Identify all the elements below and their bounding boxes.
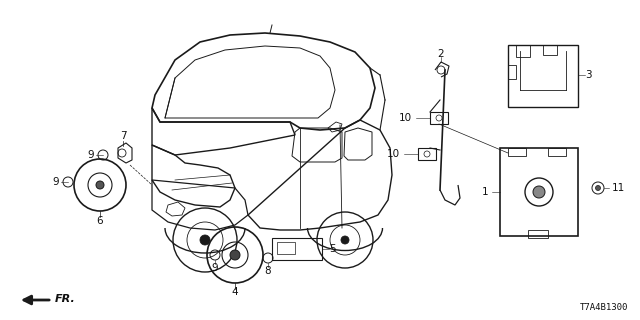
Text: 10: 10 bbox=[399, 113, 412, 123]
Bar bbox=[508, 45, 578, 107]
Circle shape bbox=[200, 235, 210, 245]
Text: 5: 5 bbox=[329, 244, 335, 254]
Circle shape bbox=[96, 181, 104, 189]
Text: 9: 9 bbox=[212, 263, 218, 273]
Text: 9: 9 bbox=[88, 150, 94, 160]
Text: 10: 10 bbox=[387, 149, 400, 159]
Circle shape bbox=[533, 186, 545, 198]
Text: 4: 4 bbox=[232, 287, 238, 297]
Bar bbox=[508, 65, 516, 79]
Text: 2: 2 bbox=[438, 49, 444, 59]
Text: FR.: FR. bbox=[55, 294, 76, 304]
Bar bbox=[272, 238, 322, 260]
Text: 6: 6 bbox=[97, 216, 103, 226]
Text: 7: 7 bbox=[120, 131, 126, 141]
Bar bbox=[418, 148, 436, 160]
Text: 11: 11 bbox=[612, 183, 625, 193]
Text: T7A4B1300: T7A4B1300 bbox=[580, 303, 628, 312]
Bar bbox=[528, 230, 548, 238]
Bar bbox=[277, 242, 295, 254]
Circle shape bbox=[230, 250, 240, 260]
Text: 3: 3 bbox=[585, 70, 591, 80]
Circle shape bbox=[595, 186, 600, 190]
Bar bbox=[516, 45, 530, 57]
Bar bbox=[543, 45, 557, 55]
Text: 8: 8 bbox=[265, 266, 271, 276]
Text: 9: 9 bbox=[52, 177, 60, 187]
Bar bbox=[548, 148, 566, 156]
Bar bbox=[500, 148, 578, 236]
Circle shape bbox=[341, 236, 349, 244]
Text: 1: 1 bbox=[481, 187, 488, 197]
Bar bbox=[430, 112, 448, 124]
Bar bbox=[508, 148, 526, 156]
